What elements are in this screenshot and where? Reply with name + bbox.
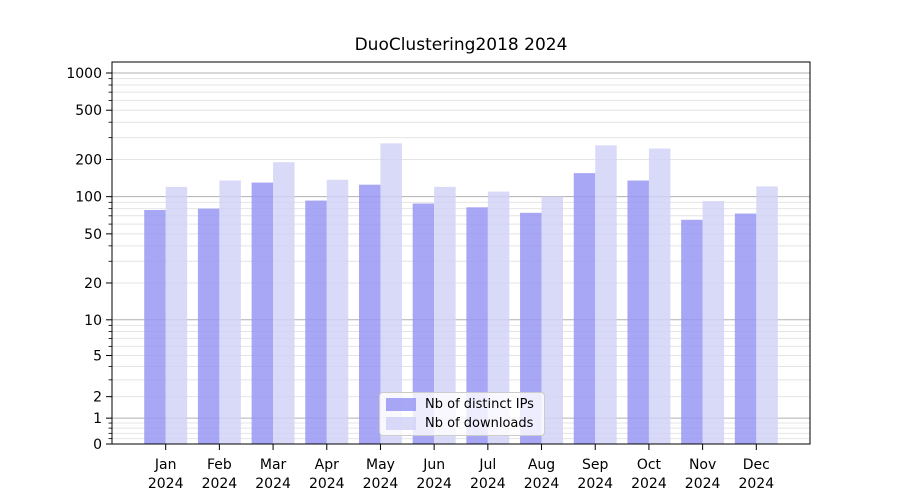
x-tick-label-year: 2024: [738, 476, 774, 492]
x-tick-label-year: 2024: [631, 476, 667, 492]
x-tick-label-month: Mar: [260, 457, 287, 473]
bar-distinct-ips-jan: [144, 210, 166, 444]
x-tick-label-month: May: [366, 457, 395, 473]
bar-distinct-ips-jul: [466, 207, 488, 444]
bar-distinct-ips-oct: [627, 180, 649, 444]
bar-downloads-nov: [702, 201, 725, 444]
bar-distinct-ips-jun: [412, 203, 435, 444]
bar-downloads-feb: [219, 180, 241, 444]
legend-label-downloads: Nb of downloads: [425, 416, 534, 431]
x-tick-label-month: Sep: [582, 457, 609, 473]
bar-distinct-ips-aug: [520, 212, 542, 444]
x-tick-label-month: Dec: [743, 457, 770, 473]
bar-downloads-oct: [648, 148, 671, 444]
y-tick-label: 200: [75, 152, 102, 168]
y-tick-label: 10: [84, 313, 102, 329]
bar-distinct-ips-feb: [197, 208, 220, 444]
y-tick-label: 2: [93, 390, 102, 406]
y-tick-label: 20: [84, 276, 102, 292]
legend-item-distinct-ips: Nb of distinct IPs: [380, 397, 544, 413]
bar-downloads-jan: [165, 186, 188, 444]
x-tick-label-year: 2024: [577, 476, 613, 492]
bar-downloads-jul: [487, 191, 510, 444]
axes-spines: [111, 61, 811, 445]
legend-label-distinct-ips: Nb of distinct IPs: [425, 397, 534, 412]
y-tick-label: 0: [93, 437, 102, 453]
legend-item-downloads: Nb of downloads: [380, 416, 544, 432]
bar-distinct-ips-apr: [305, 200, 327, 444]
bar-distinct-ips-dec: [734, 213, 757, 444]
bar-downloads-aug: [541, 196, 564, 444]
x-tick-label-year: 2024: [470, 476, 506, 492]
bar-distinct-ips-nov: [681, 219, 703, 444]
chart-title: DuoClustering2018 2024: [354, 35, 568, 55]
y-tick-label: 500: [75, 103, 102, 119]
x-tick-label-year: 2024: [309, 476, 345, 492]
x-tick-label-year: 2024: [363, 476, 399, 492]
bar-downloads-dec: [756, 186, 778, 445]
bar-distinct-ips-mar: [251, 182, 274, 445]
x-tick-label-year: 2024: [416, 476, 452, 492]
bar-downloads-sep: [595, 145, 617, 445]
legend: Nb of distinct IPs Nb of downloads: [379, 392, 545, 436]
x-tick-label-month: Apr: [315, 457, 339, 473]
x-tick-label-year: 2024: [202, 476, 238, 492]
x-tick-label-year: 2024: [524, 476, 560, 492]
x-tick-label-month: Jan: [154, 457, 177, 473]
x-tick-label-month: Jul: [478, 457, 496, 473]
y-tick-label: 100: [75, 190, 102, 206]
bar-downloads-may: [380, 143, 402, 444]
y-tick-label: 1: [93, 411, 102, 427]
bar-distinct-ips-sep: [573, 173, 596, 445]
bar-downloads-mar: [273, 162, 295, 444]
legend-swatch-downloads: [386, 417, 416, 430]
y-tick-label: 1000: [66, 66, 102, 82]
y-tick-label: 5: [93, 349, 102, 365]
y-tick-label: 50: [84, 227, 102, 243]
x-tick-label-year: 2024: [685, 476, 721, 492]
bar-downloads-apr: [326, 179, 349, 444]
x-tick-label-month: Oct: [637, 457, 662, 473]
x-tick-label-month: Feb: [207, 457, 232, 473]
x-tick-label-year: 2024: [148, 476, 184, 492]
x-tick-label-month: Nov: [689, 457, 716, 473]
bar-downloads-jun: [434, 186, 456, 444]
legend-swatch-distinct-ips: [386, 398, 416, 411]
bar-distinct-ips-may: [358, 184, 381, 445]
x-tick-label-year: 2024: [255, 476, 291, 492]
x-tick-label-month: Aug: [528, 457, 555, 473]
x-tick-label-month: Jun: [422, 457, 445, 473]
